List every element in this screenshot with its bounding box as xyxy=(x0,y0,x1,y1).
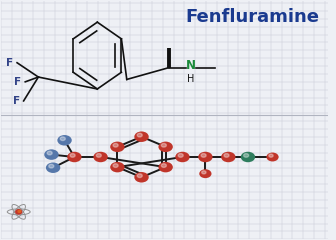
Circle shape xyxy=(113,164,118,167)
Circle shape xyxy=(241,152,255,162)
Circle shape xyxy=(110,142,125,152)
Text: F: F xyxy=(14,77,21,87)
Circle shape xyxy=(93,152,108,162)
Circle shape xyxy=(110,162,125,172)
Circle shape xyxy=(134,132,149,142)
Circle shape xyxy=(60,137,65,141)
Circle shape xyxy=(16,210,22,214)
Circle shape xyxy=(44,149,59,160)
Circle shape xyxy=(198,152,213,162)
Circle shape xyxy=(161,164,166,167)
Circle shape xyxy=(49,164,54,168)
Circle shape xyxy=(46,162,60,173)
Circle shape xyxy=(57,135,72,145)
Circle shape xyxy=(202,171,206,174)
Text: N: N xyxy=(186,59,196,72)
Text: Fenfluramine: Fenfluramine xyxy=(186,8,320,26)
Circle shape xyxy=(158,162,173,172)
Circle shape xyxy=(175,152,190,162)
Circle shape xyxy=(113,144,118,147)
Circle shape xyxy=(266,153,279,162)
Circle shape xyxy=(18,210,21,212)
Circle shape xyxy=(201,154,206,157)
Circle shape xyxy=(137,133,142,137)
Circle shape xyxy=(70,154,75,157)
Circle shape xyxy=(47,151,52,155)
Circle shape xyxy=(96,154,101,157)
Circle shape xyxy=(224,154,229,157)
Circle shape xyxy=(269,154,273,157)
Circle shape xyxy=(134,172,149,182)
Circle shape xyxy=(244,154,249,157)
Text: H: H xyxy=(187,74,194,84)
Circle shape xyxy=(137,174,142,178)
Circle shape xyxy=(221,152,236,162)
Text: F: F xyxy=(6,58,13,68)
Circle shape xyxy=(67,152,82,162)
Text: F: F xyxy=(12,96,20,106)
Circle shape xyxy=(161,144,166,147)
Circle shape xyxy=(178,154,183,157)
Circle shape xyxy=(158,142,173,152)
Circle shape xyxy=(199,169,211,178)
